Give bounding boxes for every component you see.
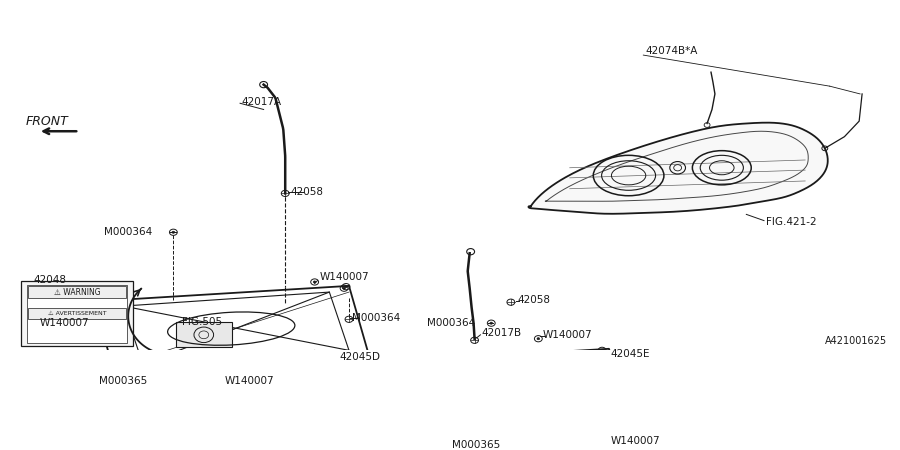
Circle shape <box>104 300 107 302</box>
Circle shape <box>93 322 95 324</box>
Text: ⚠ AVERTISSEMENT: ⚠ AVERTISSEMENT <box>48 311 106 316</box>
Circle shape <box>600 349 604 351</box>
Circle shape <box>313 281 316 283</box>
Circle shape <box>182 384 184 387</box>
Circle shape <box>172 231 175 234</box>
Circle shape <box>370 441 373 443</box>
FancyBboxPatch shape <box>22 281 133 346</box>
FancyBboxPatch shape <box>28 286 126 298</box>
Text: FIG.421-2: FIG.421-2 <box>766 217 816 227</box>
Text: ⚠ WARNING: ⚠ WARNING <box>54 288 101 297</box>
Circle shape <box>537 338 540 340</box>
Text: W140007: W140007 <box>224 377 274 387</box>
FancyBboxPatch shape <box>176 322 232 347</box>
Circle shape <box>119 369 122 371</box>
Text: W140007: W140007 <box>40 318 90 328</box>
Circle shape <box>217 382 220 385</box>
Circle shape <box>446 446 448 448</box>
Circle shape <box>343 287 346 289</box>
Circle shape <box>490 322 492 324</box>
Text: M000364: M000364 <box>428 318 476 328</box>
Text: W140007: W140007 <box>543 330 592 340</box>
Circle shape <box>617 425 620 428</box>
Text: W140007: W140007 <box>611 436 661 446</box>
Text: 42017A: 42017A <box>241 97 281 107</box>
Text: A421001625: A421001625 <box>824 336 886 346</box>
Circle shape <box>353 363 356 365</box>
Text: FIG.505: FIG.505 <box>182 317 222 327</box>
Circle shape <box>357 353 360 356</box>
Text: W140007: W140007 <box>320 271 369 282</box>
Text: 42074B*A: 42074B*A <box>645 46 698 56</box>
Circle shape <box>345 286 347 288</box>
Text: 42045D: 42045D <box>339 351 380 362</box>
Text: 42058: 42058 <box>290 187 323 197</box>
Text: FRONT: FRONT <box>25 115 68 128</box>
Text: 42048: 42048 <box>33 275 66 285</box>
Circle shape <box>605 442 608 445</box>
Text: 42017B: 42017B <box>482 328 522 338</box>
Text: 42058: 42058 <box>518 295 551 305</box>
FancyBboxPatch shape <box>28 308 126 320</box>
Text: M000365: M000365 <box>99 377 147 387</box>
Text: M000364: M000364 <box>352 313 400 323</box>
Polygon shape <box>528 123 828 214</box>
FancyBboxPatch shape <box>27 285 127 342</box>
Text: 42045E: 42045E <box>611 349 651 359</box>
Text: M000364: M000364 <box>104 227 152 237</box>
Text: M000365: M000365 <box>452 440 500 450</box>
